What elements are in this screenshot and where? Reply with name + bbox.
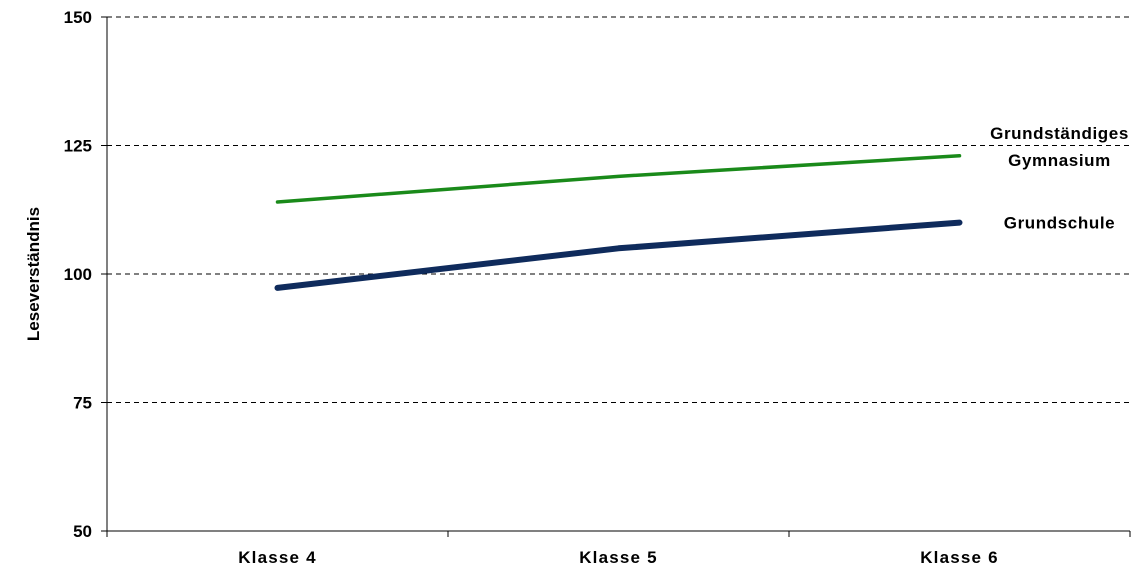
y-tick-label: 125 (64, 137, 92, 156)
y-tick-label: 150 (64, 8, 92, 27)
series-line-0 (275, 154, 962, 204)
y-tick-label: 50 (73, 522, 92, 541)
series-lines (274, 154, 963, 291)
y-tick-label: 75 (73, 394, 92, 413)
y-tick-labels: 50 75 100 125 150 (64, 8, 92, 541)
y-axis-label: Leseverständnis (24, 207, 43, 341)
gridlines (107, 16, 1130, 403)
y-tick-label: 100 (64, 265, 92, 284)
x-tick-labels: Klasse 4 Klasse 5 Klasse 6 (238, 548, 999, 567)
x-tick-label: Klasse 6 (920, 548, 999, 567)
series-label: Gymnasium (1008, 151, 1111, 170)
series-label: Grundständiges (990, 124, 1129, 143)
x-tick-label: Klasse 4 (238, 548, 317, 567)
series-labels: Grundständiges Gymnasium Grundschule (990, 124, 1129, 233)
series-label: Grundschule (1004, 214, 1115, 233)
series-line-1 (274, 219, 963, 291)
axes (101, 16, 1131, 537)
x-tick-label: Klasse 5 (579, 548, 658, 567)
